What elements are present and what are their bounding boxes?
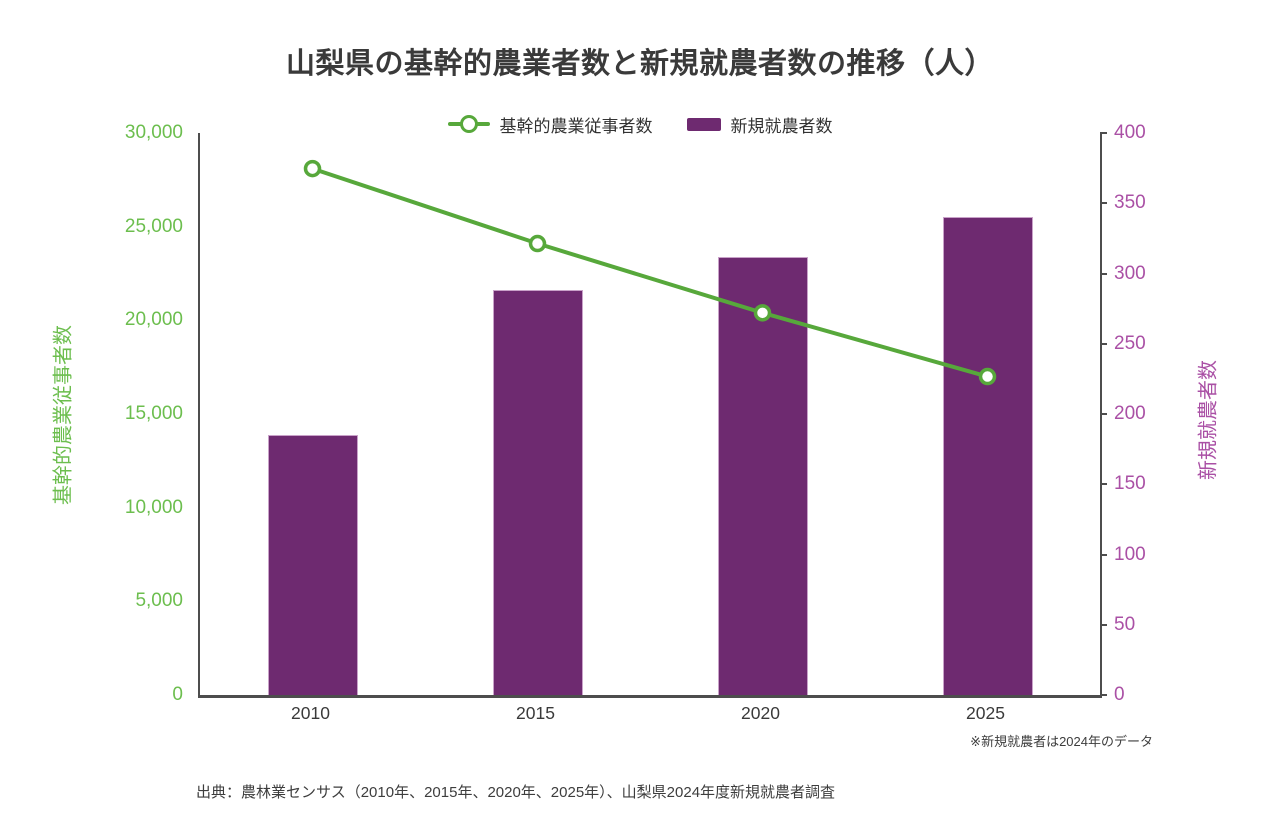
right-axis-tickmark <box>1100 342 1107 345</box>
right-axis-tick-label: 150 <box>1114 473 1146 495</box>
right-axis-tick-label: 250 <box>1114 332 1146 354</box>
chart-title: 山梨県の基幹的農業者数と新規就農者数の推移（人） <box>285 48 994 80</box>
right-axis-tick-label: 400 <box>1114 122 1146 143</box>
open-circle-icon <box>459 115 478 133</box>
right-axis-tick-label: 350 <box>1114 192 1146 214</box>
x-axis-label-2025: 2025 <box>966 703 1005 723</box>
data-point-2025 <box>978 367 997 386</box>
bar-2015 <box>492 290 583 695</box>
source-citation: 出典：農林業センサス（2010年、2015年、2020年、2025年）、山梨県2… <box>196 784 836 801</box>
legend: 基幹的農業従事者数 新規就農者数 <box>0 110 1280 138</box>
right-axis-tickmark <box>1100 553 1107 556</box>
right-axis-tickmark <box>1100 694 1107 696</box>
legend-label-bar: 新規就農者数 <box>730 116 833 136</box>
left-axis-tick-label: 10,000 <box>124 496 183 518</box>
right-axis-title: 新規就農者数 <box>1197 360 1220 480</box>
data-point-2015 <box>528 234 547 253</box>
right-axis-tick-label: 100 <box>1114 543 1146 565</box>
left-axis-tick-label: 5,000 <box>135 590 183 612</box>
right-axis-tickmark <box>1100 623 1107 626</box>
right-axis-tickmark <box>1100 132 1107 134</box>
footnote: ※新規就農者は2024年のデータ <box>970 734 1153 749</box>
x-axis-label-2010: 2010 <box>291 703 330 723</box>
x-axis-label-2015: 2015 <box>516 703 555 723</box>
right-axis-tick-label: 300 <box>1114 262 1146 284</box>
right-axis-tickmark <box>1100 202 1107 205</box>
right-axis-tickmark <box>1100 483 1107 486</box>
trend-line-layer <box>303 159 997 386</box>
right-axis-tick-label: 200 <box>1114 403 1146 424</box>
right-axis-tick-label: 0 <box>1114 684 1125 705</box>
bar-2020 <box>717 256 808 695</box>
data-point-2020 <box>753 304 772 322</box>
left-axis-tick-label: 30,000 <box>124 122 183 143</box>
right-axis-tick-label: 50 <box>1114 613 1136 635</box>
trend-line <box>310 166 990 379</box>
left-axis-tick-label: 25,000 <box>124 215 183 237</box>
data-point-2010 <box>303 159 322 178</box>
right-axis-tickmark <box>1100 272 1107 275</box>
right-axis-tickmark <box>1100 413 1107 415</box>
line-series-marker-icon <box>447 115 490 133</box>
plot-area <box>198 133 1102 698</box>
left-axis-tick-label: 20,000 <box>124 309 183 331</box>
legend-item-bar: 新規就農者数 <box>686 112 833 137</box>
bar-2025 <box>942 217 1033 695</box>
bar-2010 <box>267 435 358 695</box>
x-axis-label-2020: 2020 <box>741 703 780 723</box>
legend-label-line: 基幹的農業従事者数 <box>499 116 653 136</box>
left-axis-tick-label: 15,000 <box>124 403 183 424</box>
left-axis-tick-label: 0 <box>172 684 183 705</box>
legend-item-line: 基幹的農業従事者数 <box>447 112 653 137</box>
bar-series-swatch-icon <box>686 117 721 131</box>
